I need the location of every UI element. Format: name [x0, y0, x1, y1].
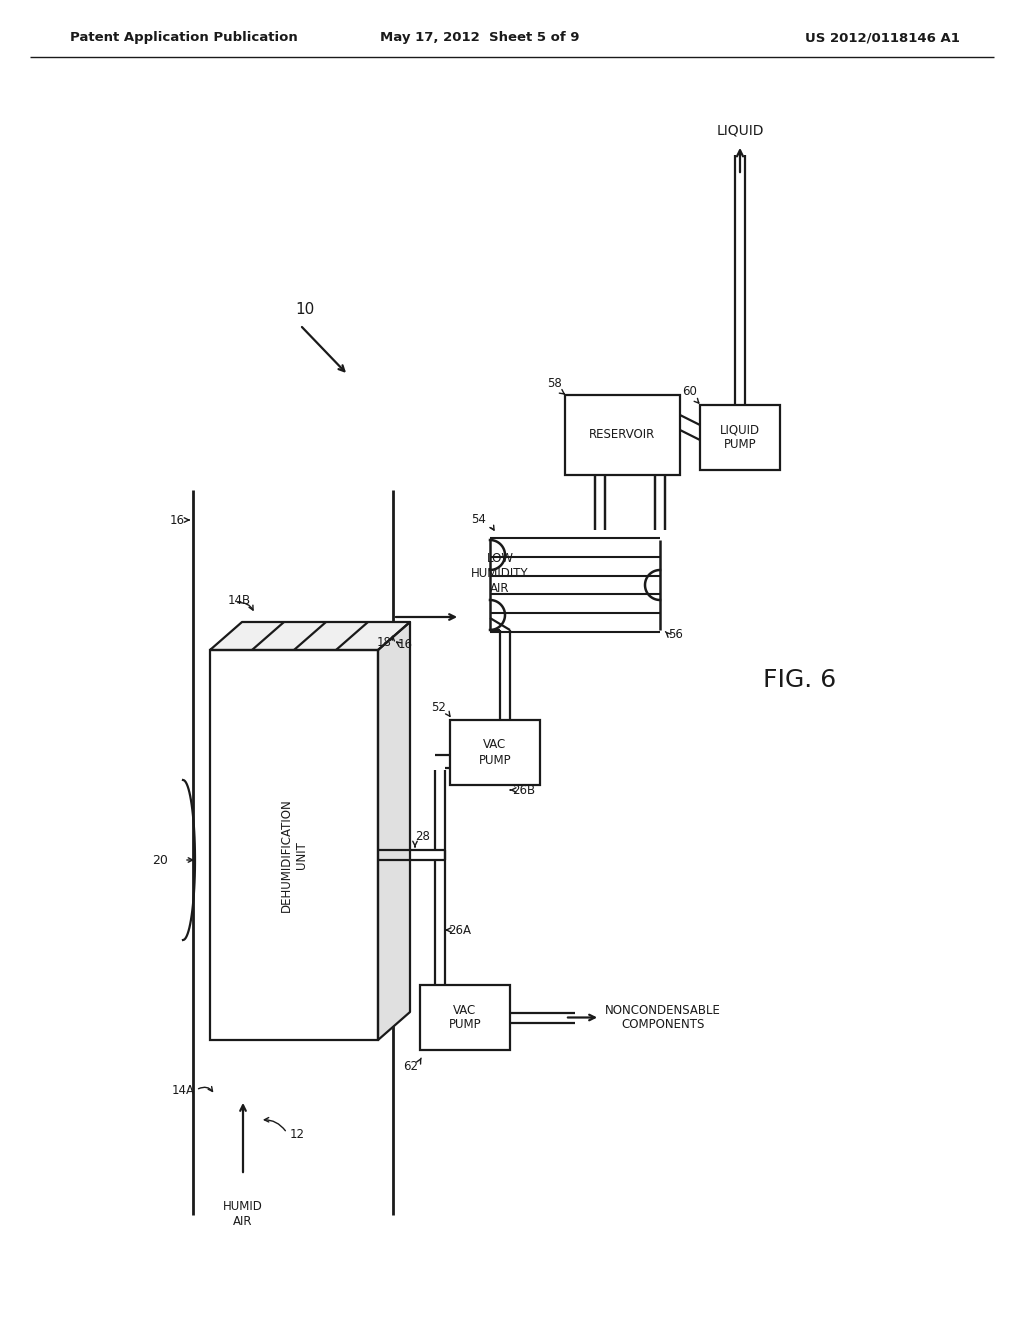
Text: 14A: 14A — [172, 1084, 195, 1097]
Text: 26A: 26A — [449, 924, 471, 936]
Text: Patent Application Publication: Patent Application Publication — [70, 32, 298, 45]
Text: 26B: 26B — [512, 784, 536, 796]
Text: NONCONDENSABLE
COMPONENTS: NONCONDENSABLE COMPONENTS — [605, 1003, 721, 1031]
Text: 14B: 14B — [228, 594, 251, 606]
Text: RESERVOIR: RESERVOIR — [590, 429, 655, 441]
Bar — [420, 985, 510, 1049]
Text: LIQUID: LIQUID — [716, 124, 764, 139]
Text: VAC
PUMP: VAC PUMP — [478, 738, 511, 767]
Polygon shape — [378, 622, 410, 1040]
Text: 10: 10 — [295, 302, 314, 318]
Text: 16: 16 — [170, 513, 185, 527]
Text: 56: 56 — [668, 628, 683, 642]
Text: 20: 20 — [153, 854, 168, 866]
Polygon shape — [210, 622, 410, 649]
Text: HUMID
AIR: HUMID AIR — [223, 1200, 263, 1228]
Text: LIQUID
PUMP: LIQUID PUMP — [720, 424, 760, 451]
Text: 16: 16 — [398, 639, 413, 652]
Text: 52: 52 — [431, 701, 446, 714]
Text: 62: 62 — [403, 1060, 418, 1073]
Text: 28: 28 — [415, 830, 430, 843]
Text: 54: 54 — [471, 513, 486, 525]
Text: FIG. 6: FIG. 6 — [763, 668, 837, 692]
Bar — [565, 395, 680, 475]
Text: LOW
HUMIDITY
AIR: LOW HUMIDITY AIR — [471, 552, 528, 595]
Text: DEHUMIDIFICATION
UNIT: DEHUMIDIFICATION UNIT — [280, 799, 308, 912]
Text: 12: 12 — [290, 1129, 305, 1142]
Bar — [700, 405, 780, 470]
Text: US 2012/0118146 A1: US 2012/0118146 A1 — [805, 32, 961, 45]
Text: May 17, 2012  Sheet 5 of 9: May 17, 2012 Sheet 5 of 9 — [380, 32, 580, 45]
Text: 58: 58 — [547, 378, 562, 389]
Text: VAC
PUMP: VAC PUMP — [449, 1003, 481, 1031]
Bar — [450, 719, 540, 785]
Bar — [210, 649, 378, 1040]
Text: 18: 18 — [377, 636, 392, 649]
Text: 60: 60 — [682, 385, 697, 399]
